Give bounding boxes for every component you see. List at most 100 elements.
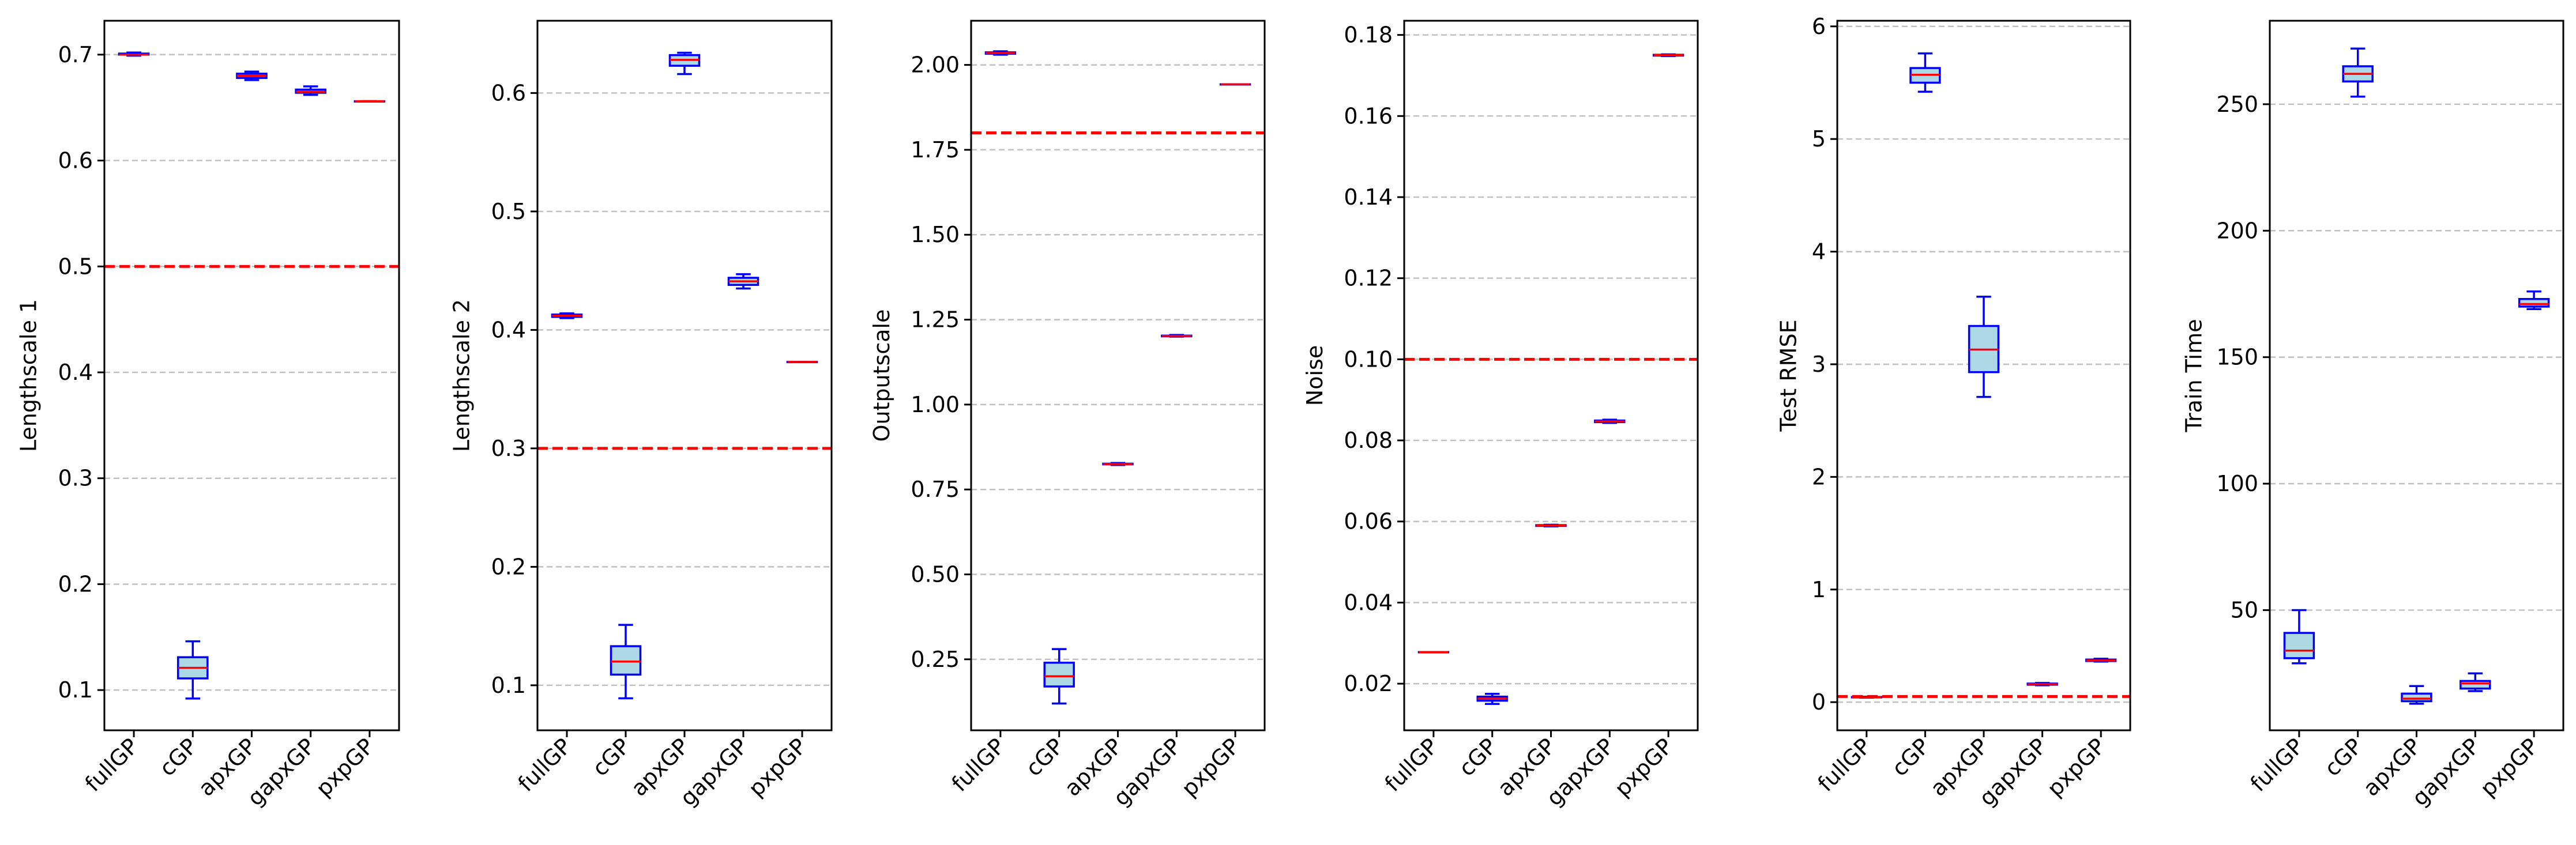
y-tick-label: 2 — [1812, 464, 1826, 489]
box-apxGP — [236, 70, 268, 81]
y-axis-label: Outputscale — [869, 310, 894, 442]
y-tick-label: 1.75 — [911, 137, 960, 163]
subplot-4: 0.02 0.04 0.06 0.08 0.10 0.12 0.14 0.16 0.18 Nois… — [1302, 20, 1699, 811]
x-tick-label-cGP: cGP — [155, 733, 202, 781]
subplot-2: 0.1 0.2 0.3 0.4 0.5 0.6 Lengthscale 2 fullGP cGP… — [449, 20, 833, 811]
box-fullGP — [1851, 696, 1882, 699]
box-body — [2518, 297, 2550, 308]
y-tick-label: 0.4 — [58, 360, 93, 385]
axes-frame — [536, 20, 833, 731]
box-body — [610, 645, 642, 676]
y-tick-label: 0.25 — [911, 647, 960, 672]
box-apxGP — [668, 51, 701, 76]
box-fullGP — [118, 51, 150, 57]
y-tick-label: 0.06 — [1344, 509, 1393, 534]
box-cGP — [2342, 47, 2374, 98]
y-axis-label: Lengthscale 1 — [16, 299, 41, 452]
y-tick-label: 0.08 — [1344, 428, 1393, 453]
y-tick-label: 1 — [1812, 577, 1826, 602]
x-tick-label-fullGP: fullGP — [1380, 733, 1443, 797]
y-tick-label: 0.5 — [491, 199, 526, 224]
box-cGP — [610, 624, 642, 700]
box-fullGP — [551, 312, 583, 319]
box-pxpGP — [354, 100, 386, 103]
box-body — [2401, 692, 2432, 703]
y-tick-label: 6 — [1812, 14, 1826, 39]
y-tick-label: 0.18 — [1344, 22, 1393, 48]
y-tick-label: 0.4 — [491, 317, 526, 342]
x-tick-label-fullGP: fullGP — [80, 733, 144, 797]
y-tick-label: 0.3 — [491, 436, 526, 461]
box-apxGP — [1968, 295, 2000, 398]
box-gapxGP — [2026, 682, 2058, 686]
x-tick-label-pxpGP: pxpGP — [2042, 733, 2110, 801]
y-tick-label: 0.14 — [1344, 184, 1393, 210]
y-tick-label: 0.2 — [491, 554, 526, 579]
y-tick-label: 0 — [1812, 689, 1826, 715]
y-tick-label: 200 — [2216, 218, 2258, 243]
y-tick-label: 50 — [2231, 598, 2258, 623]
y-tick-label: 2.00 — [911, 52, 960, 78]
box-cGP — [177, 640, 209, 700]
y-tick-label: 1.50 — [911, 222, 960, 247]
y-tick-label: 250 — [2216, 92, 2258, 117]
axes-frame — [970, 20, 1266, 731]
box-body — [2460, 680, 2491, 690]
x-tick-label-cGP: cGP — [1887, 733, 1935, 781]
box-apxGP — [1535, 523, 1567, 527]
x-tick-label-fullGP: fullGP — [947, 733, 1010, 797]
box-cGP — [1476, 692, 1508, 706]
box-gapxGP — [1594, 418, 1626, 424]
y-tick-label: 3 — [1812, 352, 1826, 377]
box-gapxGP — [1161, 334, 1193, 338]
y-tick-label: 0.50 — [911, 562, 960, 587]
y-tick-label: 0.02 — [1344, 671, 1393, 696]
box-fullGP — [2283, 609, 2315, 665]
x-tick-label-pxpGP: pxpGP — [1609, 733, 1678, 801]
x-tick-label-cGP: cGP — [587, 733, 635, 781]
box-pxpGP — [2518, 290, 2550, 311]
y-tick-label: 0.3 — [58, 466, 93, 491]
y-tick-label: 4 — [1812, 239, 1826, 265]
box-fullGP — [984, 50, 1017, 56]
x-tick-label-pxpGP: pxpGP — [1176, 733, 1244, 801]
x-tick-label-fullGP: fullGP — [1813, 733, 1876, 797]
subplot-3: 0.25 0.50 0.75 1.00 1.25 1.50 1.75 2.00 Outputsc… — [869, 20, 1266, 811]
y-axis-label: Train Time — [2181, 319, 2206, 432]
y-axis-label: Test RMSE — [1776, 319, 1801, 432]
y-tick-label: 5 — [1812, 126, 1826, 152]
axes-frame — [103, 20, 400, 731]
y-tick-label: 0.7 — [58, 42, 93, 67]
y-tick-label: 1.25 — [911, 307, 960, 333]
y-tick-label: 0.1 — [58, 677, 93, 703]
box-pxpGP — [786, 361, 818, 364]
y-tick-label: 150 — [2216, 345, 2258, 370]
x-tick-label-pxpGP: pxpGP — [2475, 733, 2543, 801]
box-cGP — [1043, 648, 1075, 705]
box-pxpGP — [2085, 658, 2117, 663]
y-tick-label: 0.6 — [491, 80, 526, 105]
x-tick-label-fullGP: fullGP — [2246, 733, 2309, 797]
x-tick-label-cGP: cGP — [1021, 733, 1069, 781]
x-tick-label-pxpGP: pxpGP — [743, 733, 811, 801]
box-apxGP — [2401, 685, 2432, 705]
y-tick-label: 1.00 — [911, 392, 960, 417]
x-tick-label-pxpGP: pxpGP — [311, 733, 379, 801]
x-tick-label-fullGP: fullGP — [513, 733, 577, 797]
box-pxpGP — [1219, 83, 1251, 86]
axes-frame — [2269, 20, 2564, 731]
y-tick-label: 0.5 — [58, 254, 93, 279]
box-apxGP — [1102, 462, 1134, 466]
box-cGP — [1909, 52, 1941, 93]
y-tick-label: 0.04 — [1344, 590, 1393, 615]
y-tick-label: 100 — [2216, 471, 2258, 496]
y-tick-label: 0.75 — [911, 477, 960, 502]
y-axis-label: Lengthscale 2 — [449, 299, 474, 452]
box-gapxGP — [727, 273, 759, 290]
x-tick-label-cGP: cGP — [2319, 733, 2367, 781]
x-tick-label-cGP: cGP — [1454, 733, 1502, 781]
box-pxpGP — [1652, 53, 1684, 57]
